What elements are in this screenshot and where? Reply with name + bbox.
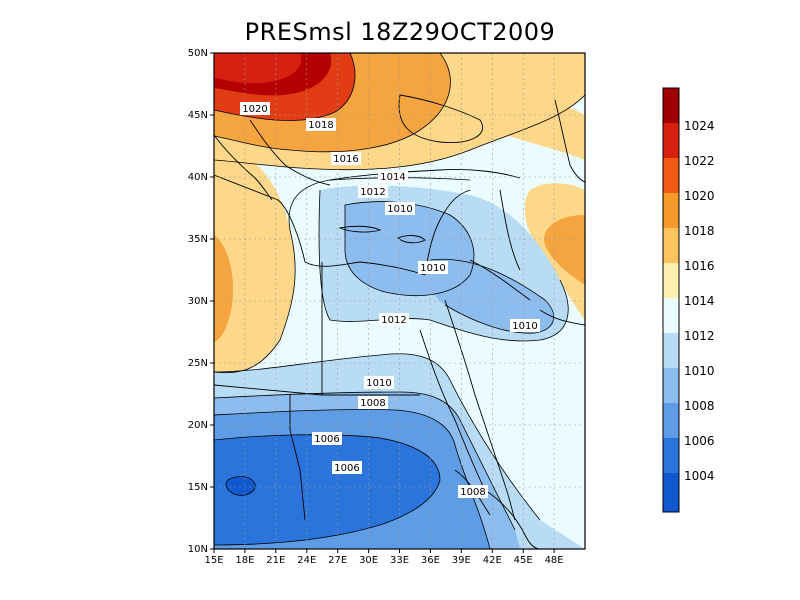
coastline-black-sea <box>398 94 483 143</box>
y-tick-label: 10N <box>188 544 208 555</box>
coastline-gulf <box>539 309 585 326</box>
colorbar-label: 1012 <box>684 329 715 343</box>
x-tick-label: 45E <box>514 555 533 566</box>
x-tick-label: 27E <box>328 555 347 566</box>
colorbar-label: 1010 <box>684 364 715 378</box>
region-1014-west <box>214 140 296 373</box>
x-tick-label: 48E <box>545 555 564 566</box>
x-tick-label: 39E <box>452 555 471 566</box>
colorbar-label: 1016 <box>684 259 715 273</box>
colorbar-label: 1006 <box>684 434 715 448</box>
colorbar: 1024 1022 1020 1018 1016 1014 1012 1010 … <box>662 87 715 513</box>
isobar-1020 <box>214 53 356 121</box>
x-tick-label: 33E <box>390 555 409 566</box>
colorbar-swatch <box>663 438 679 473</box>
pressure-field: 1020 1018 1016 1014 1012 1010 1010 1010 … <box>214 53 585 549</box>
isobar-1004 <box>225 476 256 496</box>
contour-label-group: 1020 1018 1016 1014 1012 1010 1010 1010 … <box>240 102 540 498</box>
coastline-caspian <box>554 99 585 183</box>
colorbar-swatch <box>663 263 679 298</box>
coastline-italy <box>214 134 273 201</box>
x-tick-label: 18E <box>235 555 254 566</box>
contour-label-1006-south: 1006 <box>334 463 359 474</box>
colorbar-label: 1004 <box>684 469 715 483</box>
x-tick-label: 30E <box>359 555 378 566</box>
region-1006-south <box>214 434 440 545</box>
coastline-red-sea-west <box>419 329 486 491</box>
isobar-1016 <box>214 94 585 171</box>
coastline-red-sea-east <box>444 299 516 521</box>
colorbar-swatch <box>663 193 679 228</box>
y-tick-label: 50N <box>188 48 208 59</box>
contour-label-1010-east: 1010 <box>512 321 537 332</box>
y-tick-label: 20N <box>188 420 208 431</box>
colorbar-swatch <box>663 123 679 158</box>
x-tick-label: 21E <box>266 555 285 566</box>
y-tick-label: 45N <box>188 110 208 121</box>
coastline-levant <box>424 189 471 276</box>
colorbar-label: 1014 <box>684 294 715 308</box>
y-tick-label: 15N <box>188 482 208 493</box>
contour-label-1020: 1020 <box>242 104 267 115</box>
colorbar-swatch <box>663 403 679 438</box>
border-chad <box>289 395 306 521</box>
contour-label-1016: 1016 <box>333 154 358 165</box>
isobar-1018 <box>214 53 451 153</box>
contour-label-1010-south: 1010 <box>366 378 391 389</box>
colorbar-label: 1024 <box>684 119 715 133</box>
colorbar-label: 1008 <box>684 399 715 413</box>
colorbar-swatch <box>663 298 679 333</box>
contour-label-1008-east: 1008 <box>460 487 485 498</box>
isobar-1012 <box>318 189 569 342</box>
coastline-cyprus <box>397 235 426 244</box>
colorbar-swatch <box>663 473 679 512</box>
contour-label-1014: 1014 <box>380 172 405 183</box>
x-tick-label: 36E <box>421 555 440 566</box>
isobar-1010-south <box>214 391 516 531</box>
border-sudan <box>214 384 420 396</box>
y-tick-label: 40N <box>188 172 208 183</box>
y-axis: 10N 15N 20N 25N 30N 35N 40N 45N 50N <box>188 48 214 555</box>
region-1020-inner <box>214 53 302 84</box>
contour-label-1012-egypt: 1012 <box>381 315 406 326</box>
x-tick-label: 15E <box>204 555 223 566</box>
coastlines <box>214 94 585 549</box>
colorbar-swatch <box>663 368 679 403</box>
colorbar-label: 1020 <box>684 189 715 203</box>
coastline-crete <box>338 225 382 233</box>
isobar-1012-south <box>214 353 541 521</box>
coastline-horn <box>484 489 541 549</box>
colorbar-swatch <box>663 158 679 193</box>
y-tick-label: 30N <box>188 296 208 307</box>
colorbar-swatch <box>663 228 679 263</box>
y-tick-label: 25N <box>188 358 208 369</box>
border-saudi <box>469 259 531 301</box>
coastline-balkans <box>249 119 331 186</box>
x-axis: 15E 18E 21E 24E 27E 30E 33E 36E 39E 42E … <box>204 549 564 566</box>
colorbar-label: 1018 <box>684 224 715 238</box>
contour-label-1018: 1018 <box>308 120 333 131</box>
y-tick-label: 35N <box>188 234 208 245</box>
contour-label-1010-levant: 1010 <box>420 263 445 274</box>
contour-label-1008-south: 1008 <box>360 398 385 409</box>
contour-label-1010-central: 1010 <box>387 204 412 215</box>
contour-label-1006-west: 1006 <box>314 434 339 445</box>
contour-label-1012-north: 1012 <box>360 187 385 198</box>
coastline-turkey <box>329 169 521 181</box>
colorbar-swatch <box>663 333 679 368</box>
colorbar-label: 1022 <box>684 154 715 168</box>
colorbar-frame <box>662 87 680 513</box>
coastline-north-africa <box>214 174 426 276</box>
region-1016-west <box>214 235 234 342</box>
region-1016-east <box>544 215 585 285</box>
border-iraq <box>499 189 521 271</box>
region-1004-low <box>226 476 256 496</box>
x-tick-label: 24E <box>297 555 316 566</box>
map-title: PRESmsl 18Z29OCT2009 <box>244 18 556 46</box>
x-tick-label: 42E <box>483 555 502 566</box>
colorbar-swatch <box>663 88 679 123</box>
region-1010-east <box>428 259 554 334</box>
